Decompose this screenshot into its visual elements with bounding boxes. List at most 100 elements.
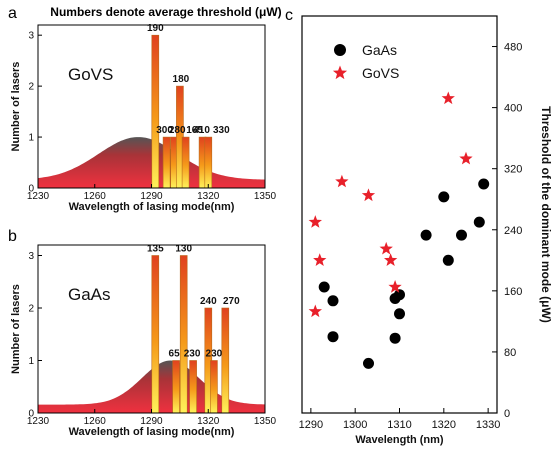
plot-frame <box>301 15 498 414</box>
y-tick-label: 0 <box>504 408 510 420</box>
histogram-bar <box>181 136 190 189</box>
scatter-point-govs <box>308 304 322 318</box>
bar-label: 135 <box>147 244 164 255</box>
x-tick-label: 1320 <box>197 191 220 202</box>
scatter-point-gaas <box>327 331 339 343</box>
x-axis-label: Wavelength (nm) <box>355 434 444 446</box>
scatter-point-gaas <box>394 289 405 301</box>
x-tick-label: 1330 <box>476 419 500 431</box>
x-tick-label: 1290 <box>299 419 323 431</box>
histogram-bar <box>172 360 180 414</box>
y-tick-label: 0 <box>28 184 34 195</box>
distribution-area <box>38 360 265 413</box>
y-tick-label: 320 <box>504 164 522 176</box>
scatter-point-govs <box>441 91 455 105</box>
histogram-bar <box>221 307 230 414</box>
y-tick-label: 0 <box>28 409 34 420</box>
bar-label: 180 <box>173 74 190 85</box>
x-tick-label: 1290 <box>140 416 163 427</box>
scatter-point-gaas <box>389 332 401 344</box>
y-tick-label: 2 <box>28 82 34 93</box>
legend-label-govs: GoVS <box>362 65 399 81</box>
histogram-bar <box>210 360 218 414</box>
histogram-bar <box>204 136 213 189</box>
panel-label-a: a <box>8 5 17 22</box>
x-tick-label: 1300 <box>343 419 367 431</box>
y-tick-label: 240 <box>504 225 522 237</box>
x-tick-label: 1350 <box>254 416 277 427</box>
scatter-point-gaas <box>318 281 330 293</box>
legend-marker-gaas <box>334 44 346 56</box>
header-note: Numbers denote average threshold (μW) <box>50 5 281 19</box>
scatter-point-govs <box>313 253 327 266</box>
histogram-bar <box>189 360 197 414</box>
scatter-point-gaas <box>363 357 374 369</box>
bar-label: 300 <box>156 125 173 136</box>
x-tick-label: 1350 <box>254 191 277 202</box>
scatter-point-gaas <box>394 308 405 320</box>
bar-label: 65 <box>169 349 181 360</box>
y-tick-label: 80 <box>504 347 516 359</box>
bar-label: 270 <box>223 296 240 307</box>
scatter-point-govs <box>388 280 402 293</box>
histogram-bar <box>151 34 160 189</box>
scatter-point-gaas <box>327 295 339 307</box>
legend-marker-govs <box>332 65 348 80</box>
scatter-point-gaas <box>438 191 450 203</box>
x-tick-label: 1230 <box>27 416 50 427</box>
material-label: GaAs <box>68 285 111 304</box>
scatter-point-gaas <box>478 178 490 190</box>
bar-label: 230 <box>206 349 223 360</box>
scatter-point-gaas <box>473 216 485 228</box>
scatter-point-govs <box>379 241 393 255</box>
x-tick-label: 1230 <box>27 191 50 202</box>
scatter-point-govs <box>459 151 473 165</box>
bar-label: 165 <box>186 125 203 136</box>
scatter-point-gaas <box>442 254 454 266</box>
chart-panel-c: 1290 1300 1310 1320 1330 0 80 160 240 320 400 480 Ga… <box>299 15 553 446</box>
scatter-point-govs <box>361 188 376 202</box>
y-axis-label: Number of lasers <box>10 62 22 152</box>
scatter-point-gaas <box>420 229 432 241</box>
x-tick-label: 1290 <box>140 191 163 202</box>
x-tick-label: 1320 <box>432 419 456 431</box>
panel-label-c: c <box>285 7 293 24</box>
bar-label: 190 <box>147 23 164 34</box>
bar-label: 230 <box>184 349 201 360</box>
scatter-point-govs <box>335 174 349 188</box>
y-tick-label: 2 <box>28 304 34 315</box>
panel-label-b: b <box>8 228 17 245</box>
x-tick-label: 1320 <box>197 416 220 427</box>
y-tick-label: 160 <box>504 286 522 298</box>
bar-label: 410 <box>193 125 210 136</box>
y-axis-label: Number of lasers <box>10 284 22 374</box>
y-axis-label: Threshold of the dominant mode (μW) <box>539 106 553 323</box>
x-axis-label: Wavelength of lasing mode(nm) <box>69 201 235 213</box>
y-tick-label: 1 <box>28 356 34 367</box>
histogram-bar <box>179 255 188 414</box>
histogram-bar <box>151 255 160 414</box>
y-tick-label: 1 <box>28 133 34 144</box>
material-label: GoVS <box>68 65 113 84</box>
histogram-bar <box>162 136 171 189</box>
y-tick-label: 3 <box>28 31 34 42</box>
x-tick-label: 1260 <box>84 416 107 427</box>
x-tick-label: 1260 <box>84 191 107 202</box>
scatter-point-govs <box>308 215 322 228</box>
x-tick-label: 1310 <box>387 419 411 431</box>
bar-label: 130 <box>175 244 192 255</box>
bar-label: 330 <box>213 125 230 136</box>
scatter-point-govs <box>384 253 398 266</box>
bar-label: 280 <box>169 125 186 136</box>
legend-label-gaas: GaAs <box>362 42 397 58</box>
scatter-point-gaas <box>456 229 467 241</box>
x-axis-label: Wavelength of lasing mode(nm) <box>69 426 235 438</box>
y-tick-label: 3 <box>28 251 34 262</box>
bar-label: 240 <box>200 296 217 307</box>
y-tick-label: 400 <box>504 103 522 115</box>
distribution-area <box>38 137 265 188</box>
y-tick-label: 480 <box>504 42 522 54</box>
